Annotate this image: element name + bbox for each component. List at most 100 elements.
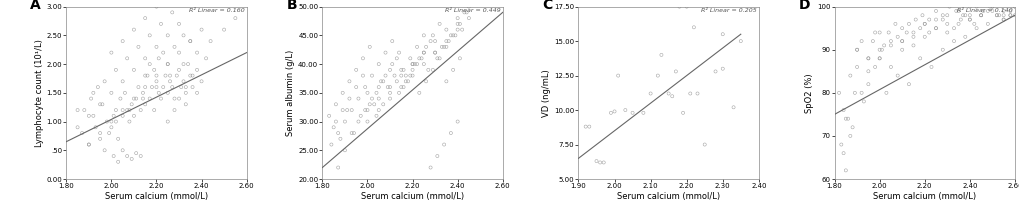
Point (162, 80, 178, 83)
Point (148, 5, 164, 8)
Point (338, 108, 355, 112)
Point (321, 114, 337, 118)
Point (978, 22, 995, 26)
Point (83, 97, 99, 100)
Point (893, 39, 909, 43)
Point (927, 9, 944, 13)
Point (431, 22, 447, 26)
Point (678, 5, 694, 8)
Point (875, 44, 892, 47)
Point (332, 137, 348, 141)
Point (933, 13, 950, 17)
Point (108, 108, 124, 112)
Point (642, 92, 658, 95)
Point (431, 57, 447, 60)
Point (605, 110, 622, 113)
Point (459, 11, 475, 14)
Point (927, 26, 944, 30)
Point (370, 62, 386, 66)
Point (920, 18, 936, 21)
Point (404, 62, 420, 66)
Point (842, 134, 858, 138)
Point (602, 111, 619, 114)
Point (956, 13, 972, 17)
Point (151, 57, 167, 60)
Point (609, 74, 626, 77)
Point (370, 85, 386, 89)
Point (879, 31, 896, 34)
Point (171, 22, 187, 26)
Point (887, 22, 903, 26)
Point (916, 22, 932, 26)
Point (416, 51, 432, 54)
Point (177, 103, 194, 106)
Point (444, 34, 461, 37)
Point (92, 103, 108, 106)
Point (103, 91, 119, 95)
Point (336, 120, 353, 123)
Point (682, 92, 698, 95)
Point (171, 68, 187, 72)
Point (359, 120, 375, 123)
Point (411, 91, 427, 95)
Point (442, 34, 459, 37)
Point (110, 137, 126, 141)
Point (341, 97, 358, 100)
Point (216, 28, 232, 31)
Y-axis label: SpO2 (%): SpO2 (%) (804, 73, 813, 113)
Point (166, 45, 182, 49)
Point (453, 28, 470, 31)
Text: A: A (31, 0, 41, 12)
Point (105, 114, 121, 118)
Point (451, 57, 468, 60)
Point (438, 80, 454, 83)
Point (355, 57, 371, 60)
Point (392, 74, 409, 77)
Point (714, 67, 731, 70)
Point (965, 22, 981, 26)
Point (401, 57, 418, 60)
Point (732, 39, 748, 43)
Point (889, 74, 905, 77)
Point (119, 57, 136, 60)
Point (449, 22, 466, 26)
Point (859, 57, 875, 60)
Point (438, 45, 454, 49)
Point (455, 11, 472, 14)
Point (175, 80, 192, 83)
Point (323, 143, 339, 146)
Point (954, 13, 970, 17)
Point (198, 57, 214, 60)
Point (422, 39, 438, 43)
Point (345, 131, 362, 135)
Point (125, 28, 142, 31)
Point (88, 126, 104, 129)
Point (189, 91, 205, 95)
Text: D: D (798, 0, 809, 12)
Point (873, 48, 890, 51)
Point (689, 92, 705, 95)
Point (974, 9, 990, 13)
Point (135, 97, 151, 100)
Point (153, 97, 169, 100)
Point (343, 108, 360, 112)
Point (1006, 5, 1019, 8)
Point (961, 5, 977, 8)
Point (842, 74, 858, 77)
Point (905, 31, 921, 34)
Point (366, 103, 382, 106)
Point (438, 39, 454, 43)
Point (177, 91, 194, 95)
Point (870, 57, 887, 60)
Point (881, 44, 898, 47)
Point (334, 108, 351, 112)
Point (983, 5, 1000, 8)
Point (835, 151, 851, 155)
Text: C: C (542, 0, 552, 12)
Point (375, 80, 391, 83)
Point (714, 32, 731, 36)
Point (938, 22, 955, 26)
Point (125, 97, 142, 100)
Point (635, 111, 651, 114)
Point (86, 114, 102, 118)
